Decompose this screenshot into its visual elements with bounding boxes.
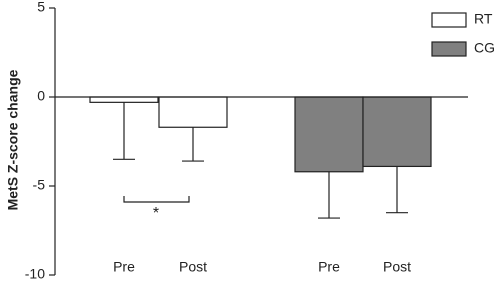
x-tick-label: Pre: [113, 259, 135, 275]
y-tick-label: 5: [37, 0, 45, 15]
legend-label: RT: [474, 11, 493, 27]
y-axis-label: MetS Z-score change: [5, 69, 21, 210]
annotation: *: [153, 205, 159, 222]
x-tick-label: Post: [179, 259, 207, 275]
legend-swatch: [431, 12, 467, 28]
bar: [294, 96, 364, 173]
y-tick-label: 0: [37, 88, 45, 104]
error-bar: [318, 171, 340, 219]
x-tick-label: Pre: [318, 259, 340, 275]
bar: [89, 96, 159, 103]
significance-bracket: [123, 196, 190, 203]
error-bar: [386, 166, 408, 214]
y-tick-label: -5: [33, 177, 46, 193]
bar: [362, 96, 432, 168]
x-tick-label: Post: [383, 259, 411, 275]
error-bar: [182, 127, 204, 162]
error-bar: [113, 102, 135, 160]
y-tick-label: -10: [25, 266, 45, 282]
bar: [158, 96, 228, 128]
legend-swatch: [431, 41, 467, 57]
legend-label: CG: [474, 40, 495, 56]
